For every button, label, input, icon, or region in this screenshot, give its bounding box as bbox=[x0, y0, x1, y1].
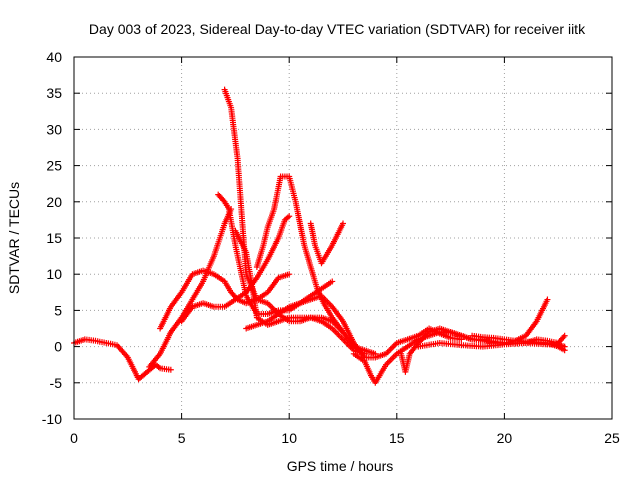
y-tick-label: 15 bbox=[46, 230, 62, 246]
series-track-6 bbox=[221, 86, 368, 357]
series-track-10 bbox=[307, 220, 346, 267]
series-line bbox=[148, 208, 232, 368]
series-track-9 bbox=[253, 173, 379, 357]
y-axis: -10 -5 0 5 10 15 20 25 30 35 40 bbox=[42, 49, 612, 427]
y-tick-label: 10 bbox=[46, 266, 62, 282]
x-tick-label: 15 bbox=[389, 430, 405, 446]
data-point bbox=[286, 271, 293, 278]
data-point bbox=[561, 347, 568, 354]
chart-title: Day 003 of 2023, Sidereal Day-to-day VTE… bbox=[89, 21, 586, 37]
x-tick-label: 20 bbox=[497, 430, 513, 446]
x-tick-label: 0 bbox=[70, 430, 78, 446]
y-tick-label: -5 bbox=[50, 375, 63, 391]
y-tick-label: 40 bbox=[46, 49, 62, 65]
y-tick-label: -10 bbox=[42, 411, 62, 427]
data-point bbox=[372, 350, 379, 357]
x-axis-label: GPS time / hours bbox=[287, 458, 394, 474]
data-point bbox=[286, 213, 293, 220]
data-point bbox=[329, 278, 336, 285]
series-track-2 bbox=[146, 206, 235, 370]
y-tick-label: 35 bbox=[46, 85, 62, 101]
data-point bbox=[167, 366, 174, 373]
x-axis: 0 5 10 15 20 25 bbox=[70, 57, 620, 446]
data-point bbox=[544, 296, 551, 303]
x-tick-label: 10 bbox=[281, 430, 297, 446]
data-point bbox=[340, 220, 346, 227]
grid bbox=[74, 57, 612, 419]
y-axis-label: SDTVAR / TECUs bbox=[6, 182, 22, 294]
y-tick-label: 5 bbox=[54, 302, 62, 318]
series-track-1 bbox=[71, 336, 174, 383]
x-tick-label: 25 bbox=[604, 430, 620, 446]
y-tick-label: 20 bbox=[46, 194, 62, 210]
series-track-12 bbox=[398, 296, 551, 375]
data-series bbox=[71, 86, 568, 386]
y-tick-label: 25 bbox=[46, 158, 62, 174]
x-tick-label: 5 bbox=[178, 430, 186, 446]
y-tick-label: 0 bbox=[54, 339, 62, 355]
y-tick-label: 30 bbox=[46, 121, 62, 137]
series-track-14 bbox=[469, 332, 568, 354]
series-track-5 bbox=[215, 191, 336, 317]
data-point bbox=[561, 332, 568, 339]
series-track-4 bbox=[178, 213, 293, 325]
